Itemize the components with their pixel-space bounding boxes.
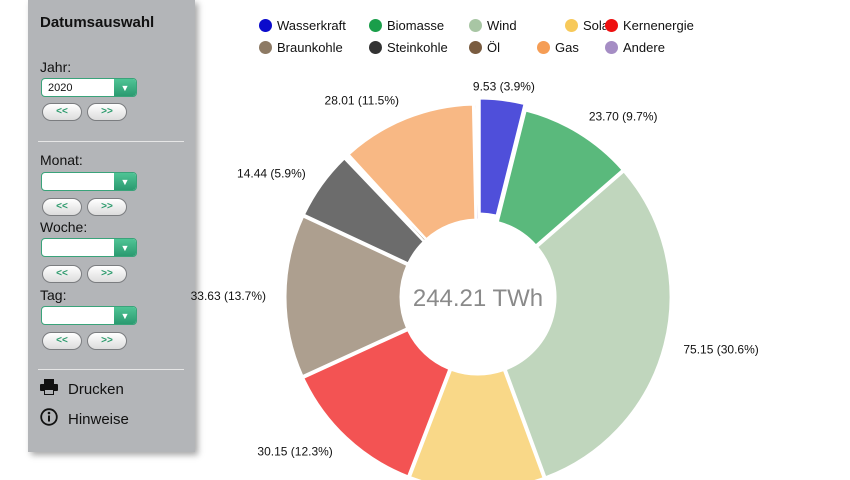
slice-value-label: 30.15 (12.3%) — [257, 444, 332, 458]
legend-item[interactable]: Biomasse — [369, 17, 444, 33]
donut-slice[interactable] — [285, 216, 408, 377]
date-selection-panel: Datumsauswahl Jahr: 2020 ▼ << >> Monat: … — [28, 0, 195, 452]
donut-slice[interactable] — [479, 98, 525, 216]
donut-slice[interactable] — [505, 171, 671, 478]
legend-swatch — [605, 40, 618, 54]
year-label: Jahr: — [40, 59, 72, 75]
legend-swatch — [605, 18, 618, 32]
info-icon — [40, 407, 58, 431]
month-prev-button[interactable]: << — [42, 198, 82, 216]
legend-label: Steinkohle — [387, 39, 448, 55]
legend-swatch — [259, 18, 272, 32]
year-select[interactable]: 2020 ▼ — [41, 78, 137, 97]
legend-item[interactable]: Wasserkraft — [259, 17, 346, 33]
chevron-down-icon: ▼ — [114, 173, 136, 190]
legend-item[interactable]: Wind — [469, 17, 517, 33]
legend-swatch — [469, 40, 482, 54]
legend-swatch — [469, 18, 482, 32]
chevron-down-icon: ▼ — [114, 79, 136, 96]
donut-slice[interactable] — [345, 155, 426, 242]
legend-label: Öl — [487, 39, 500, 55]
notes-label: Hinweise — [68, 410, 129, 428]
legend-item[interactable]: Öl — [469, 39, 500, 55]
legend-label: Braunkohle — [277, 39, 343, 55]
slice-value-label: 28.01 (11.5%) — [325, 93, 400, 107]
week-select[interactable]: ▼ — [41, 238, 137, 257]
legend-swatch — [369, 18, 382, 32]
slice-value-label: 33.63 (13.7%) — [191, 289, 266, 303]
donut-slice[interactable] — [348, 104, 476, 240]
print-button[interactable]: Drucken — [40, 378, 124, 400]
legend-item[interactable]: Braunkohle — [259, 39, 343, 55]
legend-label: Wind — [487, 17, 517, 33]
day-next-button[interactable]: >> — [87, 332, 127, 350]
panel-title: Datumsauswahl — [40, 14, 155, 31]
month-select[interactable]: ▼ — [41, 172, 137, 191]
slice-value-label: 23.70 (9.7%) — [589, 109, 658, 123]
legend-item[interactable]: Gas — [537, 39, 579, 55]
divider — [38, 141, 184, 142]
day-select[interactable]: ▼ — [41, 306, 137, 325]
legend-label: Andere — [623, 39, 665, 55]
donut-slice[interactable] — [474, 104, 479, 220]
legend-label: Wasserkraft — [277, 17, 346, 33]
legend-item[interactable]: Steinkohle — [369, 39, 448, 55]
month-label: Monat: — [40, 152, 83, 168]
slice-value-label: 75.15 (30.6%) — [683, 343, 758, 357]
legend-label: Biomasse — [387, 17, 445, 33]
donut-slice[interactable] — [497, 110, 623, 246]
printer-icon — [40, 378, 58, 400]
legend-swatch — [565, 18, 578, 32]
chevron-down-icon: ▼ — [114, 307, 136, 324]
year-select-value: 2020 — [48, 82, 73, 94]
year-next-button[interactable]: >> — [87, 103, 127, 121]
legend-item[interactable]: Andere — [605, 39, 665, 55]
slice-value-label: 9.53 (3.9%) — [473, 80, 535, 94]
week-next-button[interactable]: >> — [87, 265, 127, 283]
legend-item[interactable]: Kernenergie — [605, 17, 694, 33]
legend-swatch — [537, 40, 550, 54]
day-prev-button[interactable]: << — [42, 332, 82, 350]
total-energy-label: 244.21 TWh — [413, 285, 543, 312]
slice-value-label: 14.44 (5.9%) — [237, 166, 306, 180]
day-label: Tag: — [40, 287, 67, 303]
legend-label: Kernenergie — [623, 17, 694, 33]
chevron-down-icon: ▼ — [114, 239, 136, 256]
week-label: Woche: — [40, 219, 88, 235]
donut-slice[interactable] — [303, 330, 450, 477]
year-prev-button[interactable]: << — [42, 103, 82, 121]
legend-swatch — [369, 40, 382, 54]
print-label: Drucken — [68, 380, 124, 398]
legend-label: Gas — [555, 39, 579, 55]
month-next-button[interactable]: >> — [87, 198, 127, 216]
legend-swatch — [259, 40, 272, 54]
notes-button[interactable]: Hinweise — [40, 407, 129, 431]
donut-slice[interactable] — [409, 369, 544, 480]
donut-slice[interactable] — [303, 158, 424, 264]
divider — [38, 369, 184, 370]
week-prev-button[interactable]: << — [42, 265, 82, 283]
